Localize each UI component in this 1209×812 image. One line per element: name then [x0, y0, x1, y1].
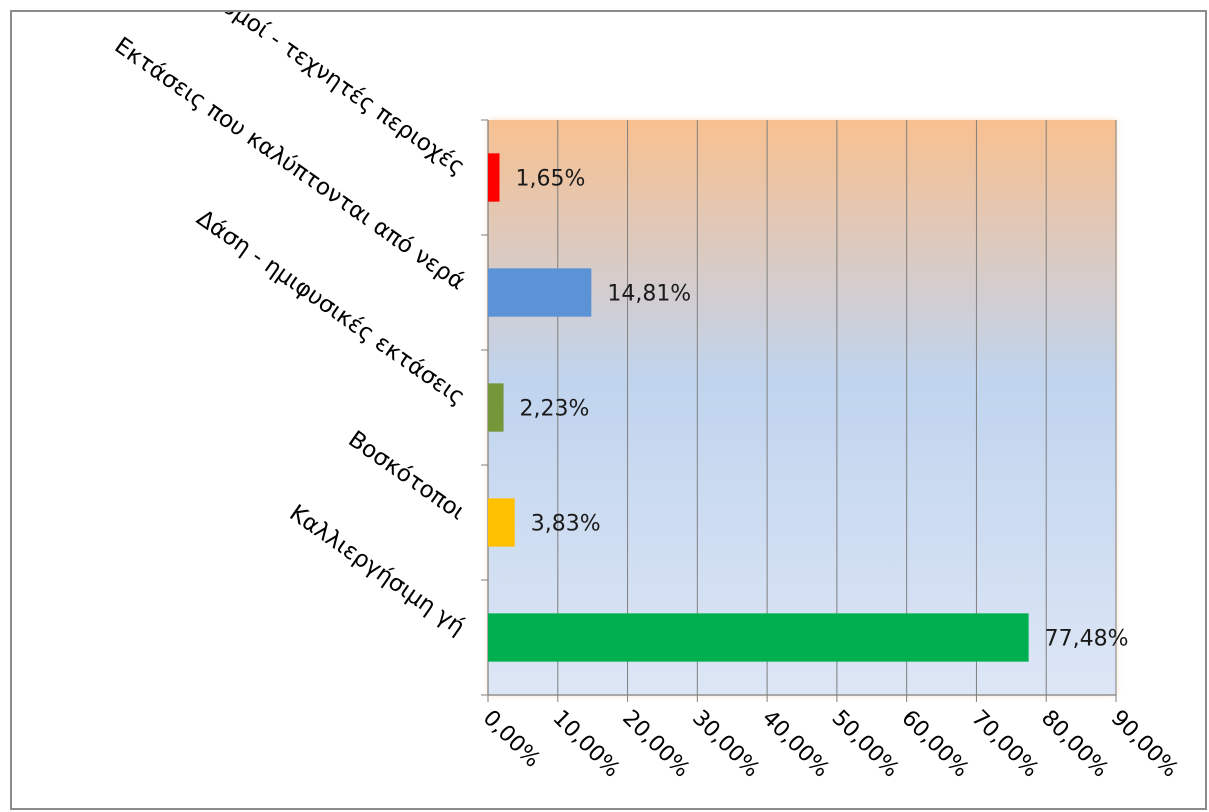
bar [488, 268, 592, 317]
x-tick-label: 20,00% [617, 706, 694, 783]
plot-area [488, 120, 1116, 695]
x-tick-label: 30,00% [687, 706, 764, 783]
x-tick-label: 90,00% [1106, 706, 1183, 783]
bar [488, 383, 504, 432]
x-tick-label: 40,00% [757, 706, 834, 783]
category-label: Δάση - ημιφυσικές εκτάσεις [192, 205, 470, 410]
bar-chart: 1,65% Οικισμοί - τεχνητές περιοχές 14,81% Ε… [110, 12, 1183, 783]
bar [488, 613, 1029, 662]
bar [488, 153, 500, 202]
x-tick-label: 10,00% [548, 706, 625, 783]
category-label: Εκτάσεις που καλύπτονται από νερά [110, 33, 470, 296]
x-tick-label: 60,00% [896, 706, 973, 783]
data-label: 1,65% [516, 167, 586, 192]
data-label: 14,81% [607, 282, 691, 307]
category-label: Βοσκότοποι [343, 426, 469, 525]
x-tick-label: 0,00% [478, 706, 545, 773]
x-tick-label: 70,00% [966, 706, 1043, 783]
category-label: Καλλιεργήσιμη γή [285, 500, 470, 640]
x-tick-label: 50,00% [827, 706, 904, 783]
category-label: Οικισμοί - τεχνητές περιοχές [178, 12, 469, 180]
chart-frame: 1,65% Οικισμοί - τεχνητές περιοχές 14,81% Ε… [10, 10, 1207, 810]
data-label: 3,83% [531, 512, 601, 537]
data-label: 2,23% [520, 397, 590, 422]
data-label: 77,48% [1045, 627, 1129, 652]
bar [488, 498, 515, 547]
x-tick-label: 80,00% [1036, 706, 1113, 783]
